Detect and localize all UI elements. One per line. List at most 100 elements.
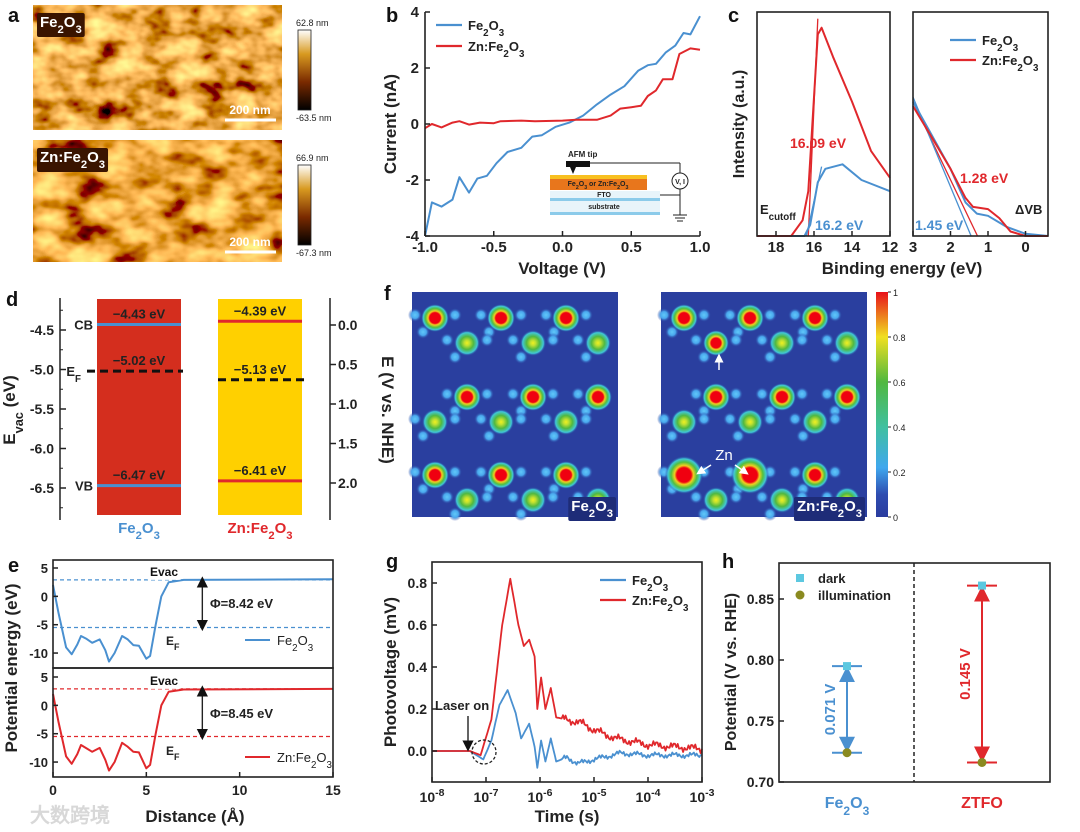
work-function-label: Φ=8.42 eV xyxy=(210,596,273,611)
oxygen-site xyxy=(697,412,711,426)
x-tick-label: 1 xyxy=(984,239,992,256)
label-backing xyxy=(147,672,182,689)
dark-point xyxy=(978,581,986,590)
ef-value: −5.13 eV xyxy=(234,362,287,377)
annotation: 1.45 eV xyxy=(915,217,964,233)
legend-label: illumination xyxy=(818,588,891,603)
y-tick-label-right: 1.5 xyxy=(338,436,358,452)
zn-arrow xyxy=(696,464,712,475)
panel-label-c: c xyxy=(728,5,739,27)
panel-label-h: h xyxy=(722,551,734,573)
colorbar-tick-label: 0.8 xyxy=(893,333,906,343)
y-tick-label: 0.0 xyxy=(408,743,428,759)
x-tick-label: -1.0 xyxy=(412,239,438,256)
inset-label-substrate: substrate xyxy=(588,204,620,211)
zn-arrow xyxy=(734,464,749,475)
x-tick-label: 12 xyxy=(882,239,899,256)
fe-atom xyxy=(553,409,579,435)
fe-atom xyxy=(552,461,580,489)
fe-atom xyxy=(454,487,480,513)
oxygen-site xyxy=(731,429,745,443)
evac-label: Evac xyxy=(150,674,178,688)
oxygen-site xyxy=(506,333,520,347)
colorbar-max: 62.8 nm xyxy=(296,18,329,28)
legend-label: Zn:Fe2O3 xyxy=(468,39,525,60)
plot-frame xyxy=(52,667,334,778)
panel-label-f: f xyxy=(384,283,391,305)
plot-frame xyxy=(52,559,334,669)
panel-label-g: g xyxy=(386,551,398,573)
annotation: ΔVB xyxy=(1015,202,1042,217)
oxygen-site xyxy=(697,507,711,521)
y-axis-label: Photovoltage (mV) xyxy=(381,597,400,747)
x-axis-label: Voltage (V) xyxy=(518,259,606,278)
y-tick-label: -6.5 xyxy=(30,480,54,496)
oxygen-site xyxy=(448,507,462,521)
map-label: Zn:Fe2O3 xyxy=(797,498,862,520)
panel-b-iv-chart: -1.0 -0.5 0.0 0.5 1.0 -4 -2 0 2 4 Voltage (V) Curre… xyxy=(381,4,710,278)
potential-curve xyxy=(52,578,334,663)
legend-label: Zn:Fe2O3 xyxy=(982,53,1039,74)
oxygen-site xyxy=(448,350,462,364)
colorbar-tick-label: 0.4 xyxy=(893,423,906,433)
fto-layer xyxy=(550,198,660,201)
annotation: 16.2 eV xyxy=(815,217,864,233)
oxygen-site xyxy=(514,507,528,521)
oxygen-site xyxy=(474,308,488,322)
y-tick-label: 4 xyxy=(411,4,420,21)
oxygen-site xyxy=(755,490,769,504)
y-tick-label: -4 xyxy=(406,228,420,245)
ef-label: EF xyxy=(166,634,180,652)
inset-label-fto: FTO xyxy=(597,192,611,199)
y-tick-label: 0.85 xyxy=(747,591,774,607)
colorbar-tick-label: 0.2 xyxy=(893,468,906,478)
fe-atom xyxy=(519,383,547,411)
panel-labels: a b c d e f g h xyxy=(6,5,739,577)
oxygen-site xyxy=(539,465,553,479)
fe-atom xyxy=(453,383,481,411)
y-axis-label: Potential energy (eV) xyxy=(2,583,21,752)
category-label: Fe2O3 xyxy=(825,795,870,818)
inset-label-film: Fe2O3 or Zn:Fe2O3 xyxy=(568,181,629,191)
y-tick-label: 0.75 xyxy=(747,713,774,729)
zn-label: Zn xyxy=(715,447,733,464)
fe-atom xyxy=(487,461,515,489)
x-axis-label: Distance (Å) xyxy=(145,807,244,826)
band-bar-1: −4.39 eV −5.13 eV −6.41 eV Zn:Fe2O3 xyxy=(218,299,304,542)
delta-label: 0.145 V xyxy=(957,648,974,700)
oxygen-site xyxy=(763,412,777,426)
x-tick-label: 10-8 xyxy=(420,787,445,805)
oxygen-site xyxy=(788,412,802,426)
y-tick-label: -5 xyxy=(36,618,48,633)
oxygen-site xyxy=(506,387,520,401)
potential-subplot-0: 5 0 -5 -10 Φ=8.42 eV Evac EF Fe2O3 xyxy=(29,559,334,669)
panel-label-d: d xyxy=(6,289,18,311)
fe-atom xyxy=(421,304,449,332)
y-tick-label: 5 xyxy=(41,670,48,685)
legend-label: Zn:Fe2O3 xyxy=(632,593,689,614)
x-tick-label: 2 xyxy=(946,239,954,256)
band-bar-0: −4.43 eV −5.02 eV −6.47 eV Fe2O3 xyxy=(87,299,183,542)
colorbar-tick-label: 1 xyxy=(893,288,898,298)
band-bar xyxy=(218,299,302,515)
vb-value: −6.41 eV xyxy=(234,463,287,478)
oxygen-site xyxy=(440,387,454,401)
sample-label: Fe2O3 xyxy=(40,14,82,36)
x-tick-label: 1.0 xyxy=(690,239,711,256)
delta-label: 0.071 V xyxy=(822,684,839,736)
height-colorbar xyxy=(297,29,312,111)
fe-atom xyxy=(422,409,448,435)
height-colorbar xyxy=(297,164,312,246)
fe-atom xyxy=(671,409,697,435)
work-function-label: Φ=8.45 eV xyxy=(210,706,273,721)
evac-label: Evac xyxy=(150,565,178,579)
film-layer-top xyxy=(550,175,647,179)
y-tick-label: 0.8 xyxy=(408,575,428,591)
oxygen-site xyxy=(689,387,703,401)
density-map-1: Zn:Fe2O3 xyxy=(657,292,867,521)
inset-label-meter: V, I xyxy=(675,179,685,186)
category-label: ZTFO xyxy=(961,795,1003,812)
oxygen-site xyxy=(514,412,528,426)
potential-subplot-1: 5 0 -5 -10 Φ=8.45 eV Evac EF Zn:Fe2O3 xyxy=(29,667,334,778)
panel-d-band-diagram: −4.43 eV −5.02 eV −6.47 eV Fe2O3 −4.39 eV −5.… xyxy=(0,298,397,542)
